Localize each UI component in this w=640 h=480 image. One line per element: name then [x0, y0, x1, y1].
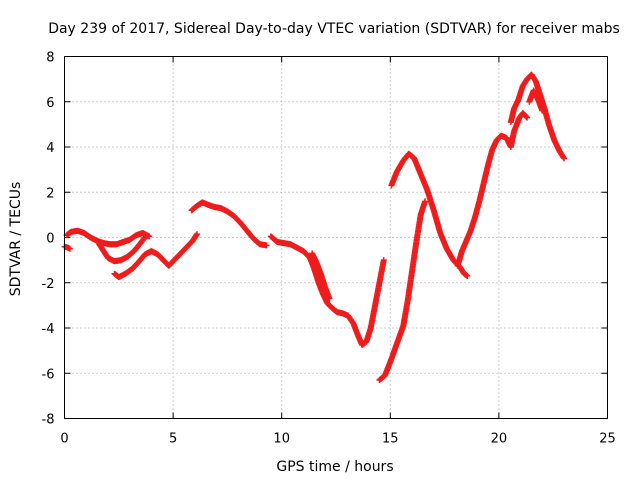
x-tick-label: 10 [273, 432, 290, 447]
data-point [561, 155, 568, 162]
series-arc-12 [526, 87, 546, 114]
axis-ticks: 0 5 10 15 20 25 -8 -6 -4 -2 0 2 4 6 8 [42, 51, 616, 447]
data-point [141, 234, 148, 241]
x-tick-label: 25 [599, 432, 616, 447]
series-arc-2 [63, 227, 153, 248]
series-arc-1 [61, 243, 73, 252]
data-point [263, 242, 270, 249]
x-tick-label: 20 [491, 432, 508, 447]
series-arc-3 [96, 234, 148, 265]
y-tick-label: 2 [46, 186, 54, 201]
x-axis-label: GPS time / hours [276, 459, 393, 475]
series-arc-8 [376, 198, 429, 384]
data-point [539, 107, 546, 114]
y-tick-label: 4 [46, 141, 54, 156]
data-point [422, 198, 429, 205]
series-arc-10 [454, 110, 531, 269]
y-tick-label: -8 [42, 413, 55, 428]
data-point [326, 295, 333, 302]
x-tick-label: 0 [60, 432, 68, 447]
y-tick-label: -6 [42, 367, 55, 382]
series-arc-9 [388, 150, 471, 279]
y-tick-label: -4 [42, 322, 55, 337]
series-arc-7 [309, 250, 333, 302]
y-tick-label: -2 [42, 277, 55, 292]
data-point [146, 233, 153, 240]
data-point [380, 257, 387, 264]
y-tick-label: 6 [46, 96, 54, 111]
data-point [464, 272, 471, 279]
data-point [66, 245, 73, 252]
y-axis-label: SDTVAR / TECUs [8, 182, 24, 297]
data-point [193, 231, 200, 238]
x-tick-label: 15 [382, 432, 399, 447]
chart-title: Day 239 of 2017, Sidereal Day-to-day VTE… [48, 21, 620, 37]
series-arc-11 [507, 71, 568, 162]
series-arc-5 [188, 199, 270, 249]
x-tick-label: 5 [169, 432, 177, 447]
data-points [61, 71, 568, 384]
data-point [524, 114, 531, 121]
plot-frame [64, 56, 608, 419]
y-tick-label: 0 [46, 232, 54, 247]
series-arc-4 [111, 231, 200, 281]
y-tick-label: 8 [46, 51, 54, 66]
